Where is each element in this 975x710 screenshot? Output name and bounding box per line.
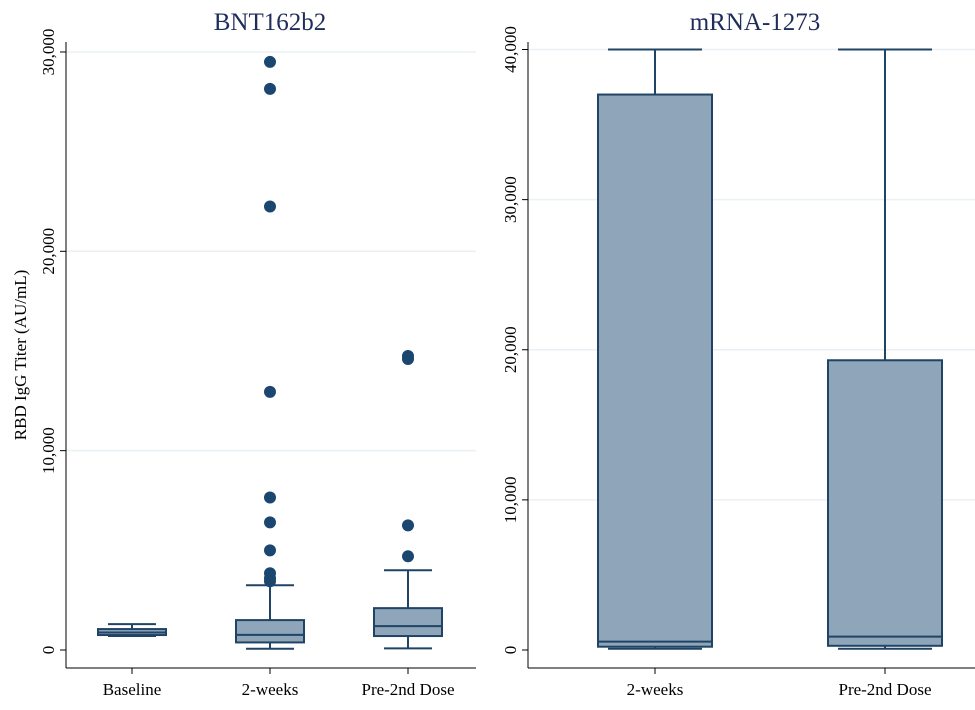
- box-baseline: [97, 623, 167, 638]
- y-tick-label: 10,000: [39, 427, 58, 474]
- y-tick-label: 10,000: [501, 477, 520, 524]
- y-tick-label: 20,000: [501, 326, 520, 373]
- y-axis-label: RBD IgG Titer (AU/mL): [11, 270, 30, 440]
- box-iqr: [597, 93, 713, 648]
- outlier-point: [264, 567, 276, 580]
- x-tick-label: Baseline: [103, 680, 162, 699]
- outlier-point: [264, 516, 276, 529]
- y-tick-label: 30,000: [501, 176, 520, 223]
- panel-0: 0 10,000 20,000 30,000 Baseline 2-weeks Pre-2n…: [11, 9, 476, 699]
- y-tick-label: 40,000: [501, 26, 520, 73]
- x-tick-label: 2-weeks: [627, 680, 684, 699]
- y-tick-label: 0: [501, 646, 520, 655]
- box-iqr: [373, 607, 443, 638]
- panel-1: 0 10,000 20,000 30,000 40,000 2-weeks Pre-2nd …: [501, 9, 975, 699]
- box-2-weeks: [597, 48, 713, 650]
- outlier-point: [264, 544, 276, 557]
- x-tick-label: 2-weeks: [242, 680, 299, 699]
- outlier-point: [264, 200, 276, 213]
- box-iqr: [235, 619, 305, 644]
- outlier-point: [402, 550, 414, 563]
- y-tick-label: 0: [39, 646, 58, 655]
- outlier-point: [264, 491, 276, 504]
- y-tick-label: 20,000: [39, 228, 58, 275]
- outlier-point: [264, 385, 276, 398]
- box-pre-2nd-dose: [827, 48, 943, 650]
- y-tick-label: 30,000: [39, 29, 58, 76]
- x-tick-label: Pre-2nd Dose: [361, 680, 454, 699]
- chart-title: BNT162b2: [214, 9, 327, 36]
- box-2-weeks: [235, 55, 305, 650]
- chart-title: mRNA-1273: [690, 9, 821, 36]
- outlier-point: [264, 82, 276, 95]
- outlier-point: [402, 349, 414, 362]
- box-iqr: [827, 359, 943, 647]
- outlier-point: [264, 55, 276, 68]
- box-pre-2nd-dose: [373, 349, 443, 650]
- outlier-point: [402, 519, 414, 532]
- x-tick-label: Pre-2nd Dose: [838, 680, 931, 699]
